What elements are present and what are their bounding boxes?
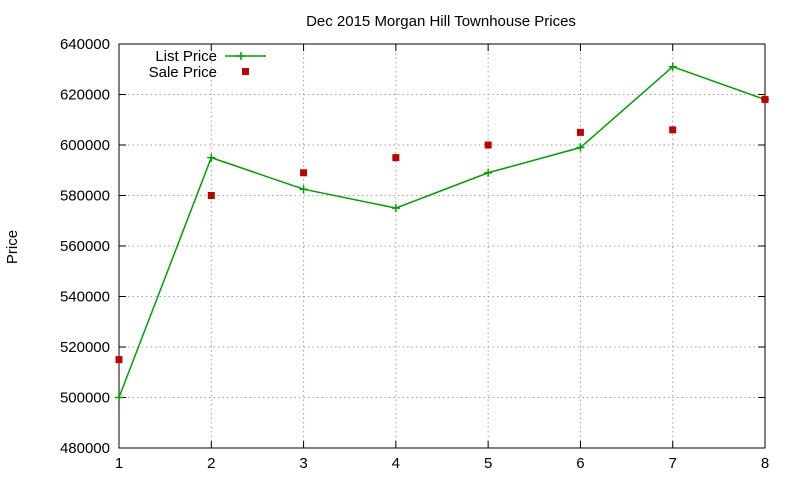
series (115, 62, 769, 402)
x-tick-label: 5 (484, 455, 492, 472)
y-tick-label: 620000 (60, 87, 110, 104)
y-axis-label: Price (4, 230, 21, 264)
sale-price-point (115, 356, 123, 364)
sale-price-point (392, 154, 400, 162)
y-tick-label: 480000 (60, 440, 110, 457)
legend-label-list-price: List Price (155, 48, 217, 65)
sale-price-point (761, 96, 769, 104)
y-tick-label: 600000 (60, 137, 110, 154)
plot-frame (118, 43, 766, 449)
y-tick-label: 540000 (60, 289, 110, 306)
y-tick-label: 580000 (60, 188, 110, 205)
axis-ticks: 480000 500000 520000 540000 560000 580000 6000… (60, 36, 769, 472)
x-tick-label: 3 (299, 455, 307, 472)
legend-label-sale-price: Sale Price (149, 64, 217, 81)
sale-price-point (669, 126, 677, 134)
x-tick-label: 1 (115, 455, 123, 472)
list-price-point (207, 153, 216, 162)
sale-price-point (300, 169, 308, 177)
legend-marker-sale-price (242, 68, 249, 75)
list-price-point (576, 143, 585, 152)
x-tick-label: 7 (669, 455, 677, 472)
x-tick-label: 2 (207, 455, 215, 472)
grid (119, 44, 765, 448)
sale-price-point (576, 128, 584, 136)
sale-price-point (484, 141, 492, 149)
chart-title: Dec 2015 Morgan Hill Townhouse Prices (306, 13, 576, 30)
legend-marker-list-price (237, 52, 245, 60)
sale-price-point (207, 192, 215, 199)
y-tick-label: 500000 (60, 390, 110, 407)
list-price-line (118, 65, 766, 398)
list-price-point (115, 393, 123, 402)
x-tick-label: 4 (392, 455, 400, 472)
list-price-point (668, 62, 677, 71)
list-price-point (484, 168, 493, 177)
list-price-point (391, 204, 400, 213)
x-tick-label: 8 (761, 455, 769, 472)
x-tick-label: 6 (576, 455, 584, 472)
legend: List Price Sale Price (149, 48, 266, 81)
y-tick-label: 520000 (60, 339, 110, 356)
list-price-point (299, 185, 308, 194)
y-tick-label: 560000 (60, 238, 110, 255)
y-tick-label: 640000 (60, 36, 110, 53)
